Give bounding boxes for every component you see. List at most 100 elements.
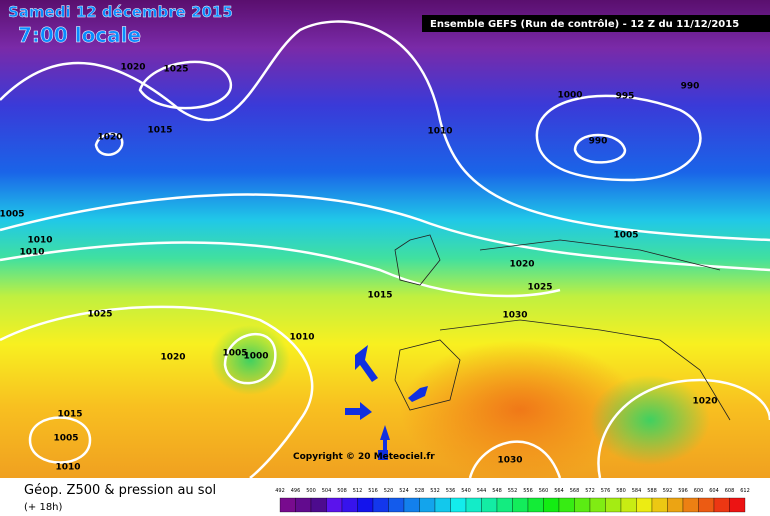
colorbar-label: 516	[368, 488, 378, 494]
isobar-label: 1020	[120, 63, 145, 73]
colorbar-label: 556	[523, 488, 533, 494]
colorbar-label: 560	[539, 488, 549, 494]
colorbar-label: 500	[306, 488, 316, 494]
isobar-label: 1005	[613, 231, 638, 241]
isobar-label: 1010	[55, 463, 80, 473]
colorbar-swatch	[434, 497, 451, 513]
colorbar-label: 504	[322, 488, 332, 494]
colorbar-swatch	[713, 497, 730, 513]
colorbar-swatch	[589, 497, 606, 513]
isobar-label: 1005	[0, 210, 25, 220]
colorbar-label: 548	[492, 488, 502, 494]
isobar-label: 1020	[509, 260, 534, 270]
colorbar-swatch	[651, 497, 668, 513]
isobar-label: 1000	[557, 91, 582, 101]
isobar-label: 1015	[57, 410, 82, 420]
isobar-label: 990	[589, 137, 608, 147]
colorbar-label: 584	[632, 488, 642, 494]
colorbar-swatch	[574, 497, 591, 513]
colorbar-label: 552	[508, 488, 518, 494]
colorbar-label: 572	[585, 488, 595, 494]
colorbar-label: 580	[616, 488, 626, 494]
colorbar-swatch	[512, 497, 529, 513]
arrows	[345, 345, 428, 460]
colorbar-swatch	[543, 497, 560, 513]
colorbar-swatch	[279, 497, 296, 513]
colorbar-label: 508	[337, 488, 347, 494]
warm-area	[400, 340, 640, 480]
colorbar-swatch	[310, 497, 327, 513]
isobar-label: 1005	[222, 349, 247, 359]
isobar-label: 1010	[289, 333, 314, 343]
colorbar-label: 528	[415, 488, 425, 494]
colorbar-label: 564	[554, 488, 564, 494]
colorbar-swatch	[388, 497, 405, 513]
colorbar-swatch	[605, 497, 622, 513]
time: 7:00 locale	[18, 23, 141, 47]
colorbar-swatch	[465, 497, 482, 513]
colorbar-swatch	[295, 497, 312, 513]
colorbar-label: 492	[275, 488, 285, 494]
footer-title: Géop. Z500 & pression au sol	[24, 483, 216, 498]
isobar-label: 1010	[427, 127, 452, 137]
isobar-label: 1000	[243, 352, 268, 362]
isobar-label: 1020	[160, 353, 185, 363]
colorbar-label: 568	[570, 488, 580, 494]
isobar-label: 1020	[97, 133, 122, 143]
cool-area	[590, 375, 710, 465]
colorbar-label: 604	[709, 488, 719, 494]
colorbar-label: 496	[291, 488, 301, 494]
isobar-label: 1015	[367, 291, 392, 301]
colorbar-swatch	[682, 497, 699, 513]
colorbar-label: 524	[399, 488, 409, 494]
copyright: Copyright © 20 Meteociel.fr	[293, 452, 435, 462]
colorbar-swatch	[357, 497, 374, 513]
colorbar-swatch	[419, 497, 436, 513]
colorbar-label: 532	[430, 488, 440, 494]
isobar-label: 1020	[692, 397, 717, 407]
colorbar-label: 596	[678, 488, 688, 494]
colorbar-swatch	[667, 497, 684, 513]
colorbar-label: 588	[647, 488, 657, 494]
isobar-label: 1030	[497, 456, 522, 466]
isobar-label: 990	[681, 82, 700, 92]
isobar-label: 995	[616, 92, 635, 102]
isobar-label: 1010	[19, 248, 44, 258]
footer-lead: (+ 18h)	[24, 502, 63, 513]
date: Samedi 12 décembre 2015	[8, 3, 233, 21]
colorbar-swatch	[527, 497, 544, 513]
colorbar-swatch	[372, 497, 389, 513]
run-box	[422, 15, 770, 32]
isobar-label: 1025	[87, 310, 112, 320]
colorbar-label: 540	[461, 488, 471, 494]
colorbar-swatch	[620, 497, 637, 513]
colorbar-label: 608	[725, 488, 735, 494]
colorbar-label: 600	[694, 488, 704, 494]
isobar-label: 1015	[147, 126, 172, 136]
colorbar-label: 576	[601, 488, 611, 494]
colorbar-swatch	[729, 497, 746, 513]
run-info: Ensemble GEFS (Run de contrôle) - 12 Z d…	[430, 18, 739, 30]
colorbar-swatch	[558, 497, 575, 513]
isobar-label: 1025	[163, 65, 188, 75]
isobar-label: 1025	[527, 283, 552, 293]
colorbar-swatch	[698, 497, 715, 513]
colorbar-label: 520	[384, 488, 394, 494]
colorbar-label: 536	[446, 488, 456, 494]
colorbar-swatch	[496, 497, 513, 513]
coastlines	[394, 234, 731, 421]
isobar-label: 1005	[53, 434, 78, 444]
colorbar-label: 612	[740, 488, 750, 494]
isobars	[0, 20, 770, 479]
colorbar-swatch	[341, 497, 358, 513]
colorbar-swatch	[450, 497, 467, 513]
colorbar-label: 544	[477, 488, 487, 494]
colorbar-label: 512	[353, 488, 363, 494]
colorbar-swatch	[326, 497, 343, 513]
colorbar-swatch	[403, 497, 420, 513]
isobar-label: 1010	[27, 236, 52, 246]
colorbar-swatch	[481, 497, 498, 513]
colorbar-label: 592	[663, 488, 673, 494]
